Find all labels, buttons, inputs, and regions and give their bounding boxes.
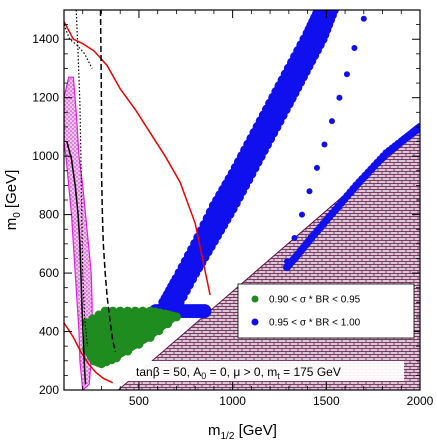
annotation-text: tanβ = 50, A0 = 0, μ > 0, mt = 175 GeV [136, 365, 341, 381]
y-axis-label-sub: 0 [12, 212, 23, 218]
green-point [100, 306, 110, 316]
blue-point [298, 211, 305, 218]
blue-point [336, 94, 343, 101]
black-solid-curve [66, 141, 87, 385]
y-tick-label: 400 [39, 325, 59, 339]
y-axis-label: m0 [GeV] [3, 170, 23, 231]
blue-point [313, 10, 324, 15]
red-curve-lower [64, 322, 114, 384]
blue-point [351, 45, 358, 51]
y-tick-label: 1200 [32, 91, 59, 105]
blue-point [306, 188, 313, 195]
y-tick-label: 800 [39, 208, 59, 222]
annotation-subt: t [277, 371, 280, 381]
y-axis-label-unit: [GeV] [3, 170, 20, 213]
constraint-curves [64, 10, 211, 385]
blue-point [321, 141, 328, 148]
x-axis-label-sub: 1/2 [221, 431, 235, 442]
black-dashed-curve [99, 10, 117, 353]
green-point [108, 306, 118, 316]
annotation-tan: tan [136, 365, 153, 379]
x-axis-label-main: m [208, 422, 221, 439]
x-tick-label: 1500 [313, 394, 340, 408]
annotation-beta: β [153, 365, 160, 379]
legend-label-blue: 0.95 < σ * BR < 1.00 [269, 318, 361, 329]
legend-marker-blue [251, 318, 259, 326]
y-tick-label: 1000 [32, 149, 59, 163]
x-tick-label: 2000 [407, 394, 434, 408]
blue-point [197, 304, 212, 319]
legend-label-green: 0.90 < σ * BR < 0.95 [269, 295, 361, 306]
parameter-annotation: tanβ = 50, A0 = 0, μ > 0, mt = 175 GeV [128, 361, 404, 381]
green-point [145, 332, 155, 342]
green-point [115, 306, 125, 316]
black-dotted-curve [75, 10, 88, 347]
blue-point [343, 71, 350, 78]
blue-points [148, 10, 420, 319]
y-axis-label-main: m [3, 218, 20, 231]
x-tick-label: 1000 [219, 394, 246, 408]
x-tick-label: 500 [129, 394, 149, 408]
black-dotted-curve-top [64, 24, 93, 69]
green-point [123, 306, 133, 316]
annotation-eq2: = 0, μ > 0, m [206, 365, 277, 379]
legend-box [237, 283, 415, 339]
green-point [123, 346, 133, 356]
green-point [163, 319, 173, 329]
red-curve [64, 21, 211, 296]
annotation-eq3: = 175 GeV [280, 365, 341, 379]
green-points [81, 306, 181, 369]
green-point [138, 306, 148, 316]
annotation-sub0: 0 [201, 371, 206, 381]
blue-point [328, 118, 335, 125]
x-axis-label: m1/2 [GeV] [208, 422, 277, 442]
y-tick-label: 1400 [32, 32, 59, 46]
axes: 500 1000 1500 2000 200 400 600 800 1000 1200 1400 [32, 9, 434, 408]
green-point [171, 312, 181, 322]
annotation-eq1: = 50, A [160, 365, 202, 379]
green-point [154, 326, 164, 336]
green-point [134, 339, 144, 349]
blue-point [291, 235, 298, 241]
y-tick-label: 200 [39, 383, 59, 397]
blue-point [313, 164, 320, 171]
legend-marker-green [251, 295, 259, 303]
green-point [130, 306, 140, 316]
legend: 0.90 < σ * BR < 0.95 0.95 < σ * BR < 1.0… [237, 283, 415, 339]
y-tick-label: 600 [39, 266, 59, 280]
annotation-box [128, 361, 404, 381]
blue-point [360, 15, 367, 22]
x-axis-label-unit: [GeV] [234, 422, 277, 439]
